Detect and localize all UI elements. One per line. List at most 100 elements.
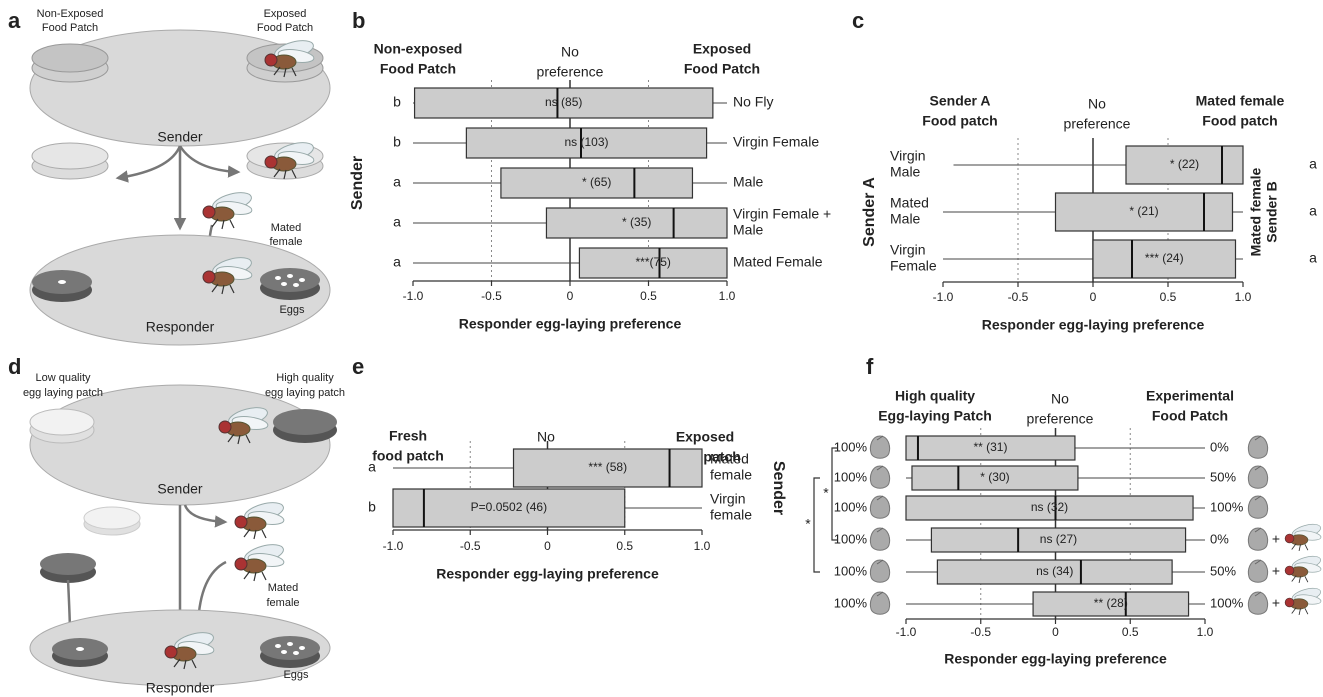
bracket [831, 447, 838, 541]
egg-icon [870, 436, 889, 458]
x-tick-label: -0.5 [970, 625, 991, 639]
y-axis-label: Sender A [861, 177, 878, 247]
dish [273, 409, 337, 435]
group-letter: a [1309, 203, 1317, 219]
label: High quality [276, 372, 334, 384]
header: food patch [372, 448, 444, 464]
y2-axis-label: Mated female [1248, 167, 1264, 256]
fly [203, 189, 253, 229]
header: Non-exposed [374, 41, 463, 57]
right-label: 0% [1210, 531, 1229, 546]
header: Food patch [1202, 113, 1277, 129]
x-tick-label: 0.5 [1122, 625, 1139, 639]
left-label: 100% [834, 531, 868, 546]
category-label: Mated [890, 195, 929, 211]
category-label: Male [890, 164, 921, 180]
category-label: Virgin [890, 242, 926, 258]
x-tick-label: 0.5 [616, 539, 633, 553]
right-label: 100% [1210, 595, 1244, 610]
x-tick-label: 0 [1052, 625, 1059, 639]
right-label: 100% [1210, 499, 1244, 514]
x-tick-label: -1.0 [896, 625, 917, 639]
category-label: Virgin [890, 148, 926, 164]
left-label: 100% [834, 595, 868, 610]
header: Exposed [693, 41, 751, 57]
header: Fresh [389, 428, 427, 444]
category-label: Virgin Female [733, 134, 819, 150]
right-label: 50% [1210, 563, 1236, 578]
dish [31, 142, 109, 170]
x-tick-label: 0 [567, 289, 574, 303]
diagram-d: d Low quality egg laying patch High qual… [8, 354, 345, 696]
x-tick-label: 0.5 [1160, 290, 1177, 304]
arrow [178, 145, 241, 178]
panel-label: a [8, 8, 21, 33]
group-letter: a [1309, 156, 1317, 172]
x-axis-label: Responder egg-laying preference [459, 316, 682, 332]
x-axis-label: Responder egg-laying preference [944, 651, 1167, 667]
panel-label: e [352, 354, 364, 379]
plus-sign: + [1272, 563, 1280, 579]
label: Mated [268, 582, 299, 594]
annotation: * (35) [622, 215, 651, 229]
x-tick-label: -0.5 [481, 289, 502, 303]
dish [31, 43, 109, 73]
label: Responder [146, 319, 215, 335]
box [545, 207, 728, 239]
x-axis-label: Responder egg-laying preference [436, 566, 659, 582]
label: egg laying patch [23, 387, 103, 399]
header: No [1088, 96, 1106, 112]
x-axis-label: Responder egg-laying preference [982, 317, 1205, 333]
dish [260, 268, 320, 292]
header: No [561, 44, 579, 60]
responder-arena [29, 234, 331, 346]
box [1032, 591, 1190, 617]
x-tick-label: 1.0 [1235, 290, 1252, 304]
annotation: *** (24) [1145, 251, 1184, 265]
plus-sign: + [1272, 595, 1280, 611]
label: Mated [271, 222, 302, 234]
annotation: * (30) [980, 470, 1009, 484]
annotation: ns (103) [564, 135, 608, 149]
header: preference [1064, 116, 1131, 132]
x-tick-label: 0.5 [640, 289, 657, 303]
header: High quality [895, 388, 975, 404]
y-axis-label: Sender [349, 156, 366, 210]
category-label: female [710, 467, 752, 483]
label: Food Patch [42, 22, 98, 34]
egg-icon [1248, 496, 1267, 518]
header: No [1051, 391, 1069, 407]
label: Non-Exposed [37, 8, 104, 20]
egg-icon [870, 466, 889, 488]
box [905, 435, 1076, 461]
annotation: ns (32) [1031, 500, 1068, 514]
eggs [275, 642, 305, 655]
label: Food Patch [257, 22, 313, 34]
arrow [183, 504, 228, 528]
x-tick-label: -0.5 [1008, 290, 1029, 304]
group-letter: b [368, 499, 376, 515]
header: preference [537, 64, 604, 80]
egg [58, 280, 66, 284]
fly-icon [1284, 554, 1323, 584]
y2-axis-label: Sender B [1264, 181, 1280, 242]
panel-label: f [866, 354, 874, 379]
panel-label: d [8, 354, 21, 379]
x-tick-label: -0.5 [460, 539, 481, 553]
egg-icon [1248, 466, 1267, 488]
egg-icon [1248, 436, 1267, 458]
annotation: * (21) [1129, 204, 1158, 218]
dish [29, 408, 95, 436]
category-label: Mated [710, 451, 749, 467]
egg-icon [870, 528, 889, 550]
egg-icon [1248, 560, 1267, 582]
annotation: *** (58) [588, 460, 627, 474]
x-tick-label: 1.0 [1197, 625, 1214, 639]
category-label: Female [890, 258, 937, 274]
annotation: ns (85) [545, 95, 582, 109]
x-tick-label: 0 [1090, 290, 1097, 304]
annotation: P=0.0502 (46) [471, 500, 547, 514]
group-letter: a [1309, 250, 1317, 266]
label: Low quality [35, 372, 91, 384]
